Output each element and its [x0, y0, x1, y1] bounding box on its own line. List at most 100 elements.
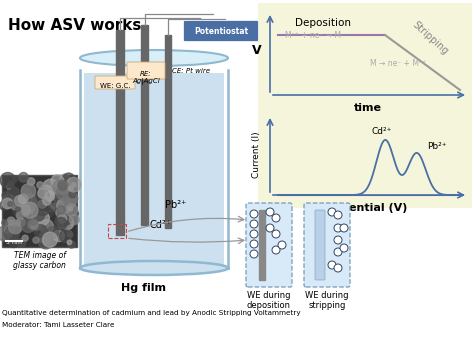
Circle shape: [272, 214, 280, 222]
Circle shape: [43, 179, 58, 195]
Circle shape: [36, 192, 48, 205]
Circle shape: [17, 213, 23, 219]
Circle shape: [20, 188, 31, 199]
Circle shape: [63, 173, 75, 185]
Text: Potentiostat: Potentiostat: [194, 27, 248, 36]
Circle shape: [27, 202, 33, 208]
Circle shape: [63, 204, 72, 213]
Polygon shape: [259, 210, 265, 280]
Text: Stripping: Stripping: [410, 20, 450, 56]
Ellipse shape: [80, 261, 228, 275]
Circle shape: [18, 194, 28, 203]
Circle shape: [33, 209, 45, 221]
Circle shape: [334, 264, 342, 272]
Polygon shape: [142, 25, 148, 225]
Circle shape: [23, 194, 37, 209]
Circle shape: [37, 182, 44, 189]
Circle shape: [10, 196, 18, 204]
Circle shape: [8, 181, 13, 187]
Circle shape: [69, 191, 76, 198]
Text: Current (I): Current (I): [252, 132, 261, 178]
Circle shape: [38, 232, 49, 244]
FancyBboxPatch shape: [304, 203, 350, 287]
Circle shape: [59, 230, 72, 242]
Circle shape: [266, 208, 274, 216]
Circle shape: [38, 233, 54, 249]
Circle shape: [47, 227, 58, 238]
FancyBboxPatch shape: [95, 76, 135, 89]
Circle shape: [13, 176, 18, 181]
Circle shape: [250, 230, 258, 238]
Circle shape: [2, 198, 13, 209]
Circle shape: [41, 186, 45, 190]
Circle shape: [64, 181, 73, 191]
Circle shape: [45, 191, 55, 201]
Circle shape: [32, 215, 36, 220]
Circle shape: [17, 239, 26, 247]
Circle shape: [250, 220, 258, 228]
Circle shape: [11, 201, 20, 210]
Circle shape: [340, 244, 348, 252]
Circle shape: [19, 202, 32, 215]
Circle shape: [38, 185, 54, 201]
Text: Pb²⁺: Pb²⁺: [165, 200, 186, 210]
Text: How ASV works: How ASV works: [8, 18, 141, 33]
Circle shape: [30, 222, 38, 229]
Circle shape: [334, 211, 342, 219]
Circle shape: [69, 207, 73, 211]
Circle shape: [72, 182, 76, 187]
Bar: [2, 175, 77, 247]
Circle shape: [69, 214, 79, 225]
Circle shape: [36, 211, 49, 225]
Circle shape: [328, 208, 336, 216]
Circle shape: [38, 200, 46, 208]
Circle shape: [4, 229, 9, 233]
Circle shape: [67, 240, 72, 245]
Circle shape: [3, 233, 10, 240]
Circle shape: [64, 195, 76, 208]
Text: WE: G.C.: WE: G.C.: [100, 83, 130, 89]
Circle shape: [66, 204, 78, 216]
Ellipse shape: [80, 50, 228, 66]
Polygon shape: [165, 35, 171, 228]
Circle shape: [5, 220, 16, 230]
Circle shape: [28, 219, 38, 230]
Circle shape: [58, 223, 64, 229]
Circle shape: [38, 189, 47, 198]
Circle shape: [0, 201, 9, 211]
Text: Mⁿ⁺ + ne⁻ → M: Mⁿ⁺ + ne⁻ → M: [285, 31, 341, 40]
Text: time: time: [354, 103, 382, 113]
Circle shape: [2, 195, 16, 208]
Circle shape: [30, 195, 42, 207]
Circle shape: [0, 226, 12, 241]
Circle shape: [60, 216, 74, 230]
Circle shape: [68, 209, 78, 219]
Circle shape: [57, 198, 72, 213]
Circle shape: [33, 237, 39, 243]
Text: TEM image of
glassy carbon: TEM image of glassy carbon: [13, 251, 66, 271]
Circle shape: [250, 250, 258, 258]
Circle shape: [9, 220, 22, 234]
Text: M → ne⁻ + Mⁿ⁺: M → ne⁻ + Mⁿ⁺: [370, 59, 426, 68]
Text: Cd²⁺: Cd²⁺: [150, 220, 172, 230]
Circle shape: [250, 210, 258, 218]
Circle shape: [334, 248, 342, 256]
Circle shape: [57, 202, 71, 216]
Circle shape: [21, 218, 36, 233]
Circle shape: [1, 220, 8, 226]
Circle shape: [41, 197, 46, 202]
Circle shape: [27, 178, 35, 185]
FancyBboxPatch shape: [246, 203, 292, 287]
Circle shape: [272, 230, 280, 238]
Circle shape: [16, 212, 23, 219]
Circle shape: [34, 224, 47, 237]
Circle shape: [13, 197, 22, 206]
Circle shape: [48, 206, 55, 212]
Text: V: V: [252, 44, 262, 56]
Circle shape: [340, 224, 348, 232]
Circle shape: [6, 185, 10, 189]
Circle shape: [55, 214, 69, 227]
Circle shape: [58, 214, 67, 223]
Circle shape: [12, 223, 21, 232]
Circle shape: [17, 204, 24, 211]
